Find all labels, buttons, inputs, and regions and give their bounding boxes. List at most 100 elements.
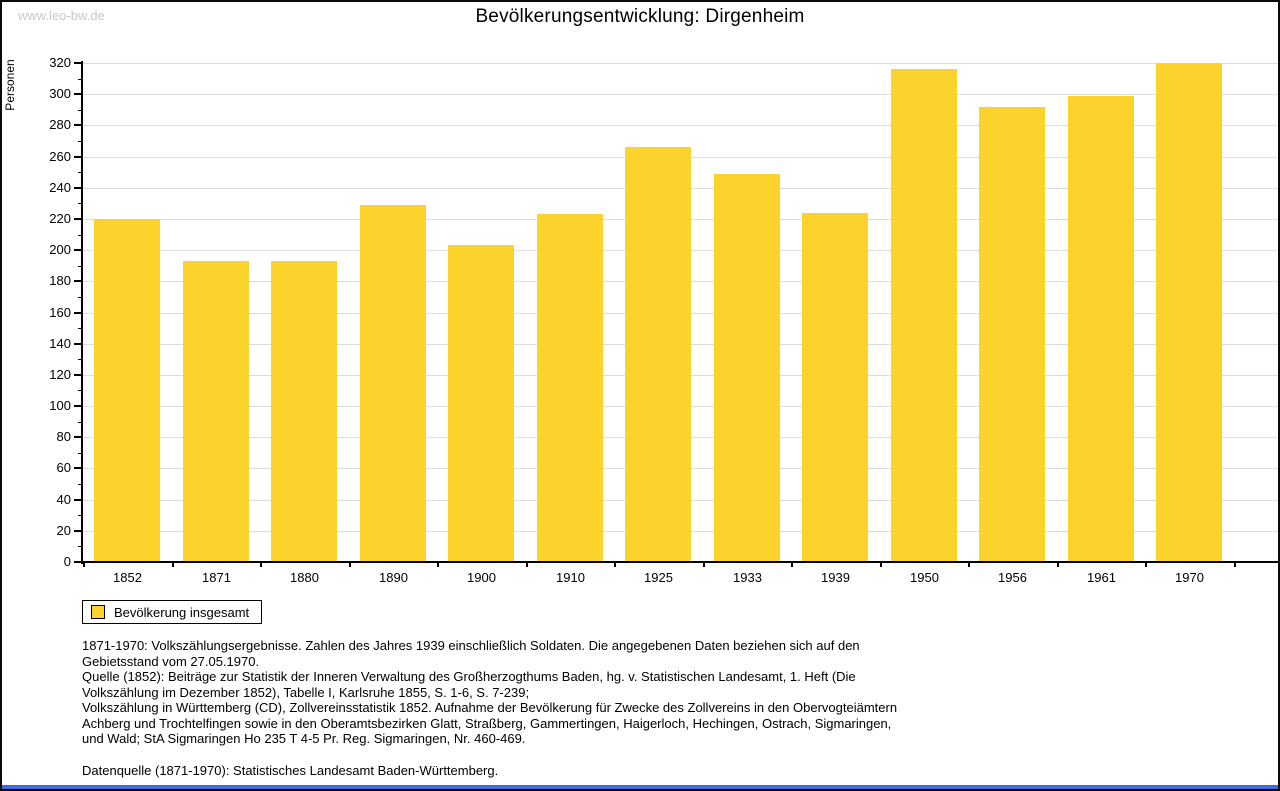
x-tick-label-1933: 1933 (733, 570, 762, 585)
y-minor-tick-290 (78, 110, 83, 111)
bar-1880 (271, 261, 337, 561)
y-minor-tick-150 (78, 328, 83, 329)
gridline-280 (83, 125, 1278, 126)
y-tick-100 (74, 405, 83, 407)
y-axis-line (81, 61, 83, 564)
footnote-paragraph: Quelle (1852): Beiträge zur Statistik de… (82, 669, 856, 700)
y-minor-tick-130 (78, 359, 83, 360)
y-tick-20 (74, 530, 83, 532)
x-tick-3 (349, 563, 351, 567)
x-tick-12 (1145, 563, 1147, 567)
y-tick-260 (74, 156, 83, 158)
bar-1939 (802, 213, 868, 561)
y-tick-label-120: 120 (49, 367, 71, 382)
x-tick-13 (1234, 563, 1236, 567)
y-tick-label-220: 220 (49, 211, 71, 226)
y-tick-140 (74, 343, 83, 345)
x-tick-label-1961: 1961 (1087, 570, 1116, 585)
y-tick-180 (74, 280, 83, 282)
footnote-paragraph: 1871-1970: Volkszählungsergebnisse. Zahl… (82, 638, 860, 669)
y-tick-label-140: 140 (49, 336, 71, 351)
y-minor-tick-170 (78, 297, 83, 298)
y-tick-60 (74, 467, 83, 469)
x-tick-label-1890: 1890 (379, 570, 408, 585)
bar-1871 (183, 261, 249, 561)
bar-1910 (537, 214, 603, 561)
bar-1970 (1156, 63, 1222, 561)
y-tick-200 (74, 249, 83, 251)
y-tick-300 (74, 93, 83, 95)
y-minor-tick-310 (78, 79, 83, 80)
x-tick-label-1900: 1900 (467, 570, 496, 585)
x-tick-label-1950: 1950 (910, 570, 939, 585)
legend-label: Bevölkerung insgesamt (114, 604, 250, 620)
bar-1933 (714, 174, 780, 561)
y-tick-220 (74, 218, 83, 220)
y-tick-label-40: 40 (56, 492, 71, 507)
y-tick-320 (74, 62, 83, 64)
y-minor-tick-190 (78, 266, 83, 267)
x-tick-10 (968, 563, 970, 567)
y-minor-tick-30 (78, 515, 83, 516)
y-tick-label-240: 240 (49, 180, 71, 195)
footnote-paragraph: Volkszählung in Württemberg (CD), Zollve… (82, 700, 898, 746)
y-minor-tick-270 (78, 141, 83, 142)
y-tick-40 (74, 499, 83, 501)
bar-1925 (625, 147, 691, 561)
x-tick-8 (791, 563, 793, 567)
y-tick-label-60: 60 (56, 460, 71, 475)
y-minor-tick-250 (78, 172, 83, 173)
x-tick-0 (83, 563, 85, 567)
gridline-320 (83, 63, 1278, 64)
y-tick-label-320: 320 (49, 55, 71, 70)
y-tick-label-260: 260 (49, 149, 71, 164)
x-tick-2 (260, 563, 262, 567)
gridline-300 (83, 94, 1278, 95)
x-tick-4 (437, 563, 439, 567)
chart-title: Bevölkerungsentwicklung: Dirgenheim (475, 6, 805, 27)
x-tick-label-1925: 1925 (644, 570, 673, 585)
x-tick-label-1852: 1852 (113, 570, 142, 585)
x-tick-6 (614, 563, 616, 567)
x-axis-line (81, 561, 1278, 563)
x-tick-1 (172, 563, 174, 567)
legend: Bevölkerung insgesamt (82, 600, 263, 624)
y-tick-160 (74, 312, 83, 314)
y-minor-tick-110 (78, 390, 83, 391)
x-tick-label-1939: 1939 (821, 570, 850, 585)
bar-1950 (891, 69, 957, 561)
y-tick-80 (74, 436, 83, 438)
bar-1961 (1068, 96, 1134, 561)
bottom-accent-bar (2, 785, 1278, 789)
bar-1900 (448, 245, 514, 561)
x-tick-5 (526, 563, 528, 567)
x-tick-11 (1057, 563, 1059, 567)
y-minor-tick-210 (78, 235, 83, 236)
y-tick-120 (74, 374, 83, 376)
data-source-note: Datenquelle (1871-1970): Statistisches L… (82, 762, 499, 778)
y-tick-label-280: 280 (49, 117, 71, 132)
x-tick-label-1970: 1970 (1175, 570, 1204, 585)
bar-1852 (94, 219, 160, 561)
y-tick-240 (74, 187, 83, 189)
x-tick-label-1871: 1871 (202, 570, 231, 585)
y-tick-label-100: 100 (49, 398, 71, 413)
bar-1890 (360, 205, 426, 561)
footnotes: 1871-1970: Volkszählungsergebnisse. Zahl… (82, 638, 898, 778)
y-tick-label-20: 20 (56, 523, 71, 538)
y-tick-label-0: 0 (63, 554, 71, 569)
x-tick-9 (880, 563, 882, 567)
x-tick-label-1880: 1880 (290, 570, 319, 585)
bar-1956 (979, 107, 1045, 561)
y-tick-label-160: 160 (49, 305, 71, 320)
y-tick-label-200: 200 (49, 242, 71, 257)
y-minor-tick-10 (78, 546, 83, 547)
x-tick-label-1956: 1956 (998, 570, 1027, 585)
y-minor-tick-70 (78, 453, 83, 454)
x-tick-label-1910: 1910 (556, 570, 585, 585)
y-tick-label-180: 180 (49, 273, 71, 288)
y-minor-tick-90 (78, 422, 83, 423)
site-watermark: www.leo-bw.de (18, 8, 105, 23)
